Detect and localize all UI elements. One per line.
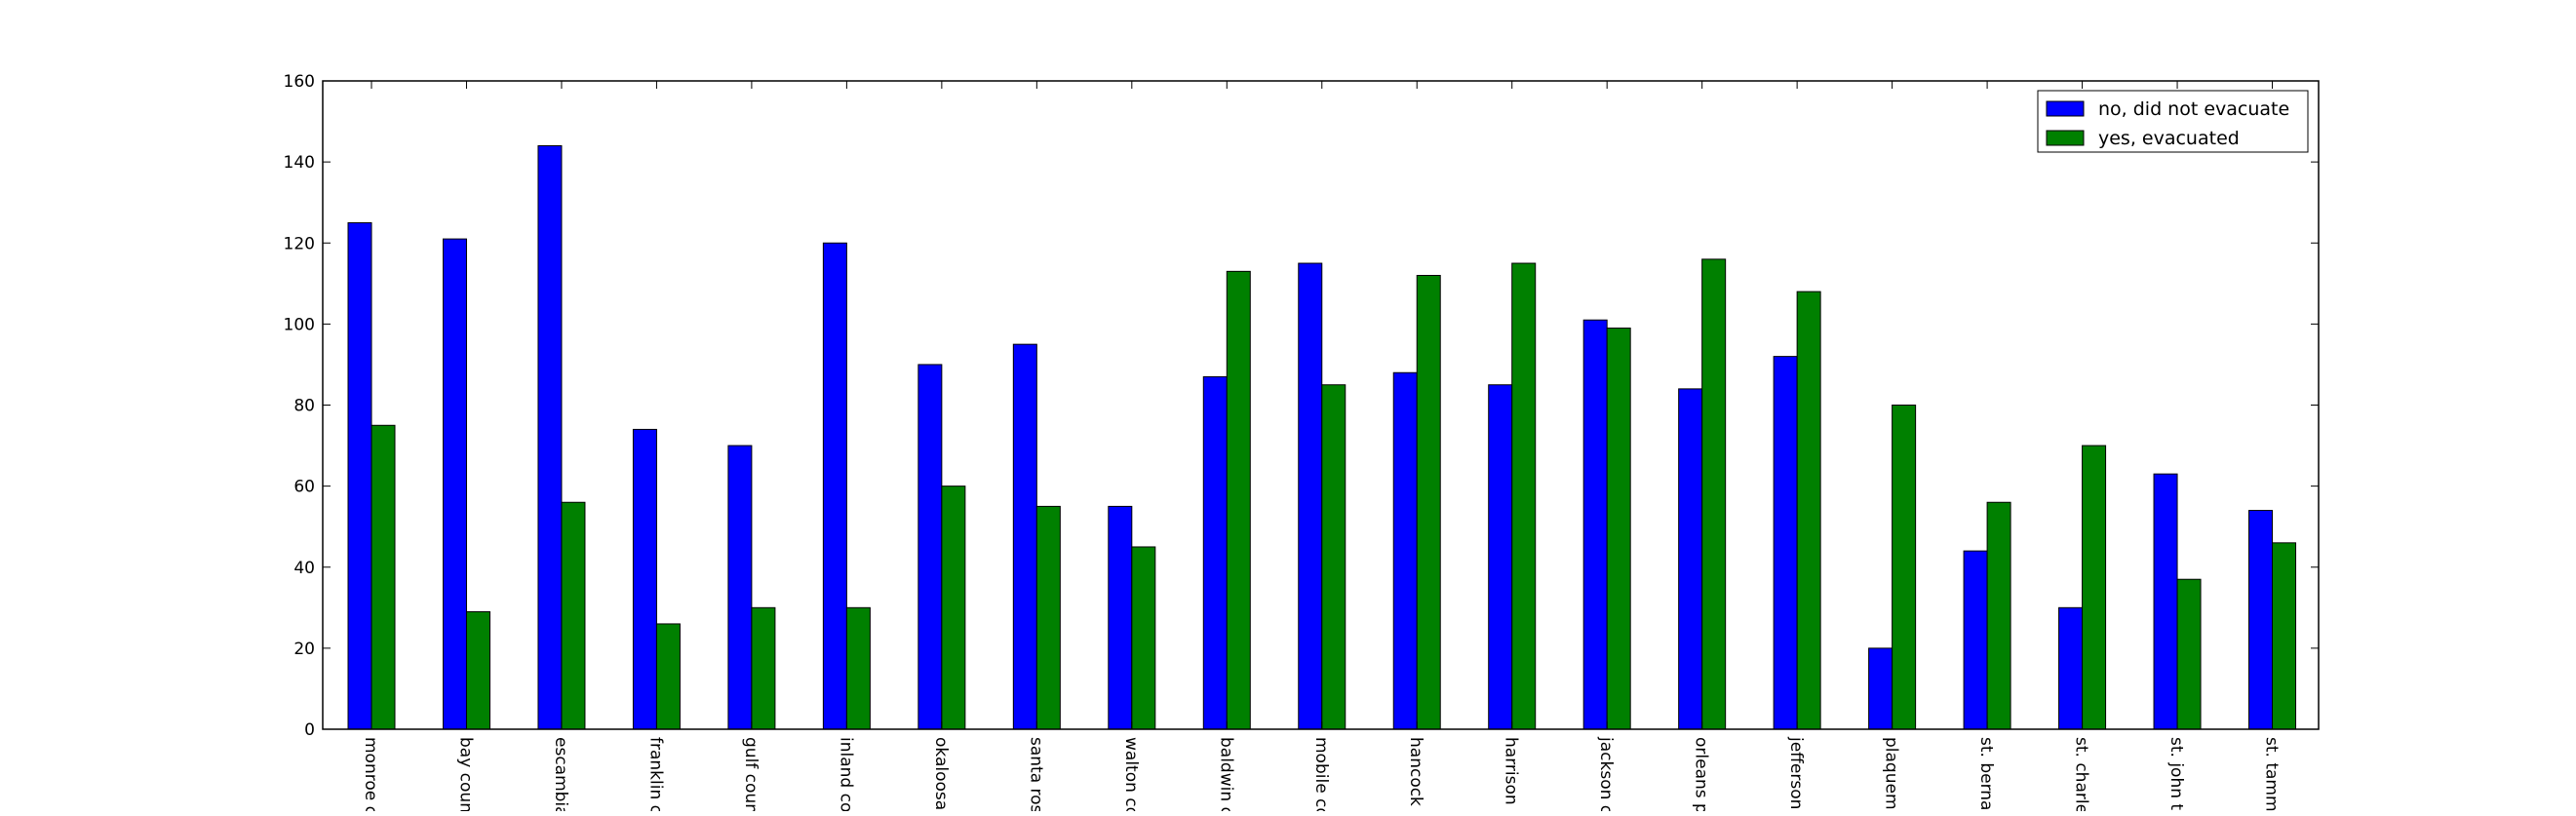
x-tick-label-15: jefferson [1786,736,1806,809]
bar-yes-evacuated-4 [751,606,776,730]
legend-label-1: yes, evacuated [2098,128,2240,149]
x-tick-label-10: mobile co [1311,737,1331,811]
bar-yes-evacuated-3 [655,623,681,730]
x-tick-label-19: st. john t [2166,737,2186,810]
legend-swatch-1 [2046,130,2085,146]
x-tick-label-17: st. berna [1976,737,1996,810]
y-tick-label-5: 100 [284,315,315,334]
x-tick-label-16: plaquemi [1882,737,1901,811]
x-tick-label-18: st. charle [2072,737,2091,811]
x-tick-label-6: okaloosa [931,737,951,810]
legend-swatch-0 [2046,100,2085,117]
bar-yes-evacuated-14 [1701,258,1727,730]
bar-yes-evacuated-5 [845,606,871,730]
y-tick-label-4: 80 [293,397,315,416]
bar-yes-evacuated-6 [941,486,966,730]
bar-no-did-not-evacuate-0 [347,221,372,730]
bar-no-did-not-evacuate-16 [1868,647,1893,730]
bar-no-did-not-evacuate-17 [1963,550,1988,730]
bar-no-did-not-evacuate-2 [537,145,563,730]
y-tick-label-2: 40 [293,559,315,578]
x-tick-label-9: baldwin c [1216,737,1235,811]
bar-yes-evacuated-9 [1226,270,1251,730]
bar-no-did-not-evacuate-1 [442,238,467,730]
bar-no-did-not-evacuate-5 [822,242,847,730]
bar-yes-evacuated-0 [371,424,396,730]
bar-yes-evacuated-12 [1511,262,1537,730]
bar-yes-evacuated-19 [2176,578,2202,730]
bar-no-did-not-evacuate-4 [727,445,753,730]
legend: no, did not evacuate yes, evacuated [2037,90,2309,153]
x-tick-label-11: hancock [1406,737,1425,806]
bar-yes-evacuated-8 [1131,546,1156,730]
bar-no-did-not-evacuate-10 [1298,262,1323,730]
y-tick-label-7: 140 [284,153,315,173]
bar-no-did-not-evacuate-11 [1392,371,1418,730]
y-tick-label-0: 0 [304,720,315,740]
bar-yes-evacuated-7 [1035,505,1061,730]
x-tick-label-4: gulf coun [741,737,761,811]
x-tick-labels: monroe c bay coun escambia franklin c gulf c… [361,736,2282,811]
bar-yes-evacuated-11 [1416,275,1441,730]
bar-yes-evacuated-18 [2082,445,2107,730]
bar-yes-evacuated-13 [1606,328,1631,730]
bar-yes-evacuated-20 [2272,542,2297,730]
bar-yes-evacuated-2 [561,501,586,730]
bar-yes-evacuated-15 [1796,291,1821,730]
bar-no-did-not-evacuate-14 [1678,388,1703,730]
bar-no-did-not-evacuate-19 [2153,473,2178,730]
y-tick-label-8: 160 [284,72,315,92]
x-tick-label-20: st. tamm [2262,737,2282,811]
legend-label-0: no, did not evacuate [2098,98,2289,120]
x-tick-label-12: harrison [1502,737,1521,805]
x-tick-label-0: monroe c [361,737,380,811]
x-tick-label-1: bay coun [455,737,475,811]
bar-no-did-not-evacuate-9 [1202,375,1228,730]
x-tick-label-5: inland co [836,737,855,811]
x-tick-label-7: santa ros [1026,737,1045,811]
bar-no-did-not-evacuate-20 [2248,510,2274,730]
bars-layer [347,145,2297,730]
bar-no-did-not-evacuate-8 [1108,505,1133,730]
bar-yes-evacuated-16 [1892,405,1917,730]
bar-no-did-not-evacuate-3 [632,428,657,730]
bar-yes-evacuated-17 [1986,501,2011,730]
bar-yes-evacuated-10 [1321,384,1347,730]
bar-no-did-not-evacuate-18 [2058,606,2084,730]
bar-no-did-not-evacuate-15 [1773,356,1798,730]
bar-yes-evacuated-1 [465,610,490,730]
x-tick-label-3: franklin c [645,737,665,811]
x-tick-label-13: jackson c [1596,736,1616,811]
bar-no-did-not-evacuate-7 [1012,343,1037,730]
y-tick-label-6: 120 [284,234,315,253]
x-tick-label-14: orleans p [1692,737,1711,811]
x-tick-label-2: escambia [551,737,570,811]
bar-no-did-not-evacuate-6 [917,364,943,730]
bar-no-did-not-evacuate-12 [1488,384,1513,730]
x-tick-label-8: walton co [1121,737,1141,811]
y-tick-label-1: 20 [293,640,315,659]
bar-no-did-not-evacuate-13 [1582,319,1608,730]
ticks-layer: 0 20 40 60 80 100 120 140 160 monroe c bay coun esc… [284,72,2319,811]
y-tick-label-3: 60 [293,478,315,497]
